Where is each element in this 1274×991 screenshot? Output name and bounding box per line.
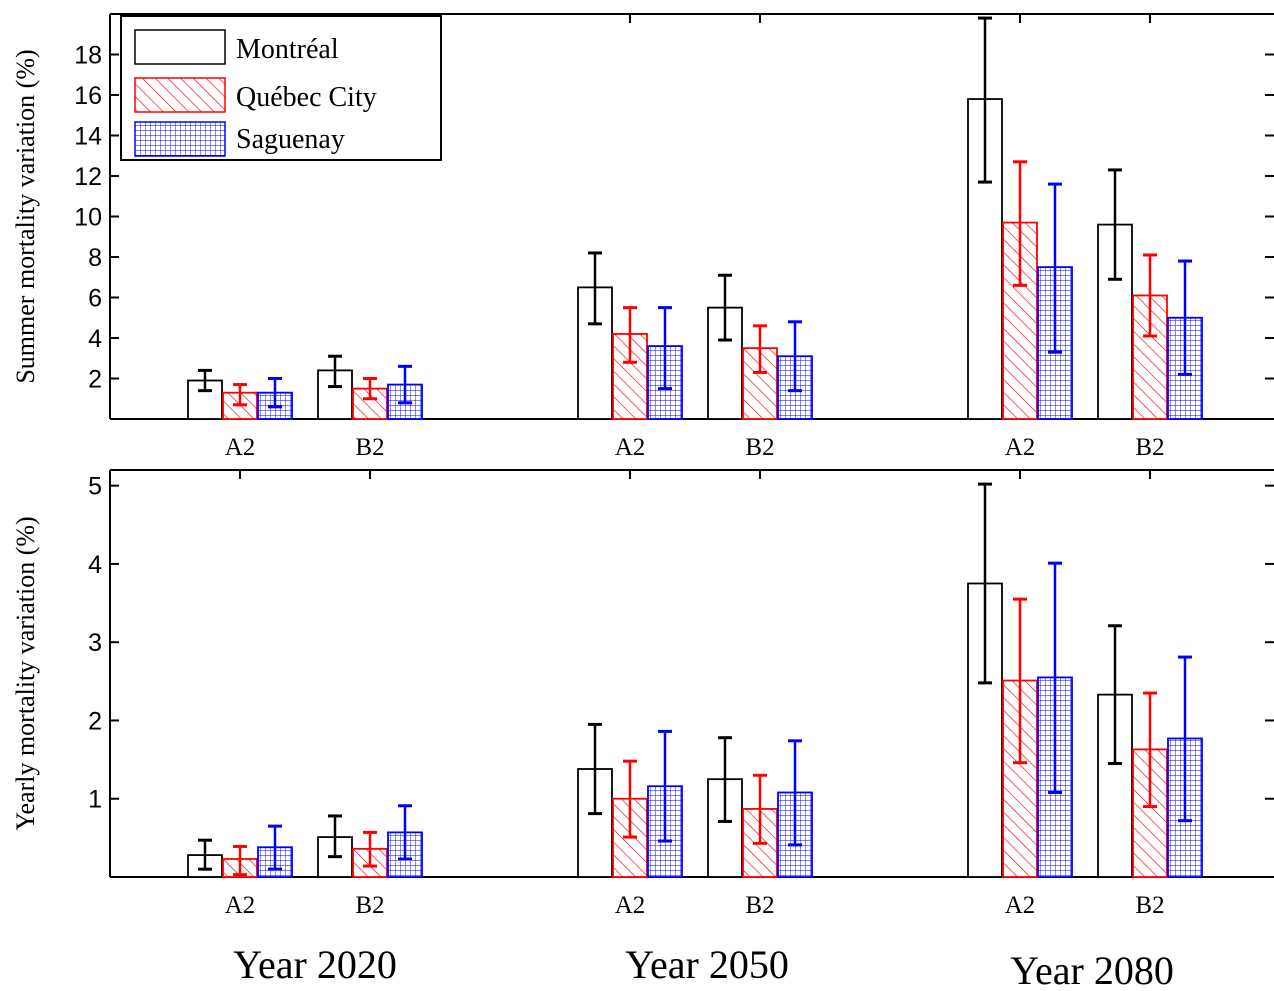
legend-label-saguenay: Saguenay bbox=[236, 124, 345, 155]
bottom-xtick-label: A2 bbox=[1005, 892, 1036, 919]
top-ytick-label: 4 bbox=[88, 325, 102, 353]
summer-panel: 2 4 6 8 10 12 14 16 18 Summer mortality variation… bbox=[11, 13, 1274, 461]
top-ytick-label: 18 bbox=[74, 42, 102, 70]
top-ytick-label: 2 bbox=[88, 366, 102, 394]
top-xtick-label: B2 bbox=[745, 434, 774, 461]
top-ytick-label: 6 bbox=[88, 285, 102, 313]
bottom-ytick-label: 2 bbox=[88, 707, 102, 735]
top-ytick-label: 16 bbox=[74, 82, 102, 110]
top-ytick-label: 8 bbox=[88, 244, 102, 272]
bottom-xtick-label: B2 bbox=[1135, 892, 1164, 919]
yearly-panel: 1 2 3 4 5 Yearly mortality variation (%) A2 B2 A… bbox=[11, 469, 1274, 919]
bottom-xtick-label: A2 bbox=[225, 892, 256, 919]
top-bar-qu-bec-city bbox=[612, 333, 648, 420]
legend-swatch-saguenay bbox=[134, 121, 226, 157]
top-xtick-label: A2 bbox=[615, 434, 646, 461]
bottom-ytick-label: 3 bbox=[88, 629, 102, 657]
legend-label-quebec-city: Québec City bbox=[236, 82, 377, 113]
top-xtick-label: B2 bbox=[355, 434, 384, 461]
top-xtick-label: A2 bbox=[1005, 434, 1036, 461]
top-ytick-label: 10 bbox=[74, 204, 102, 232]
top-bar-qu-bec-city bbox=[742, 347, 778, 420]
top-ytick-label: 12 bbox=[74, 163, 102, 191]
legend-label-montreal: Montréal bbox=[236, 34, 339, 65]
bottom-ytick-label: 1 bbox=[88, 786, 102, 814]
top-xtick-label: B2 bbox=[1135, 434, 1164, 461]
bottom-xtick-label: B2 bbox=[355, 892, 384, 919]
bottom-y-axis-label: Yearly mortality variation (%) bbox=[11, 516, 40, 830]
top-xtick-label: A2 bbox=[225, 434, 256, 461]
top-y-axis-label: Summer mortality variation (%) bbox=[11, 49, 40, 383]
legend-swatch-quebec-city bbox=[134, 77, 226, 113]
legend-swatch-montreal bbox=[134, 29, 226, 65]
bottom-xtick-label: B2 bbox=[745, 892, 774, 919]
group-label-2020: Year 2020 bbox=[233, 942, 397, 986]
chart-legend: Montréal Québec City Saguenay bbox=[120, 15, 442, 161]
bottom-xtick-label: A2 bbox=[615, 892, 646, 919]
group-label-2050: Year 2050 bbox=[625, 942, 789, 986]
bottom-ytick-label: 5 bbox=[88, 473, 102, 501]
top-bar-qu-bec-city bbox=[1002, 221, 1038, 420]
group-label-2080: Year 2080 bbox=[1010, 948, 1174, 986]
bottom-ytick-label: 4 bbox=[88, 551, 102, 579]
top-ytick-label: 14 bbox=[74, 123, 102, 151]
